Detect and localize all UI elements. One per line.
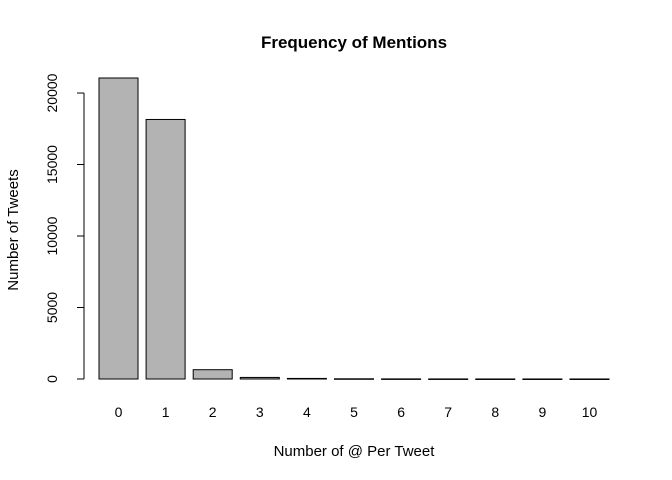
bar-0 [98,77,139,380]
bar-5 [334,378,374,380]
y-axis: 0 5000 10000 15000 20000 [44,73,85,383]
y-tick-label: 5000 [44,292,60,323]
x-tick-label: 1 [162,404,170,420]
x-tick-label: 8 [491,404,499,420]
x-tick-label: 7 [444,404,452,420]
y-tick-label: 10000 [44,216,60,255]
x-tick-label: 5 [350,404,358,420]
x-tick-label: 6 [397,404,405,420]
x-tick-label: 4 [303,404,311,420]
bars-group [98,77,610,380]
bar-3 [239,376,280,380]
bar-7 [428,378,469,380]
x-axis-label: Number of @ Per Tweet [274,443,436,460]
y-tick-label: 0 [44,375,60,383]
y-tick-label: 20000 [44,73,60,112]
bar-9 [522,378,563,380]
bar-6 [381,378,422,380]
bar-10 [569,378,610,380]
x-tick-label: 3 [256,404,264,420]
y-axis-label: Number of Tweets [5,169,22,290]
bar-2 [192,369,233,380]
chart-title: Frequency of Mentions [261,33,447,52]
bar-1 [145,118,186,380]
bar-8 [475,378,516,380]
x-tick-label: 9 [539,404,547,420]
x-tick-label: 0 [115,404,123,420]
x-tick-labels: 0 1 2 3 4 5 6 7 8 9 10 [115,404,598,420]
bar-4 [286,377,327,380]
y-tick-label: 15000 [44,145,60,184]
x-tick-label: 10 [582,404,598,420]
x-tick-label: 2 [209,404,217,420]
